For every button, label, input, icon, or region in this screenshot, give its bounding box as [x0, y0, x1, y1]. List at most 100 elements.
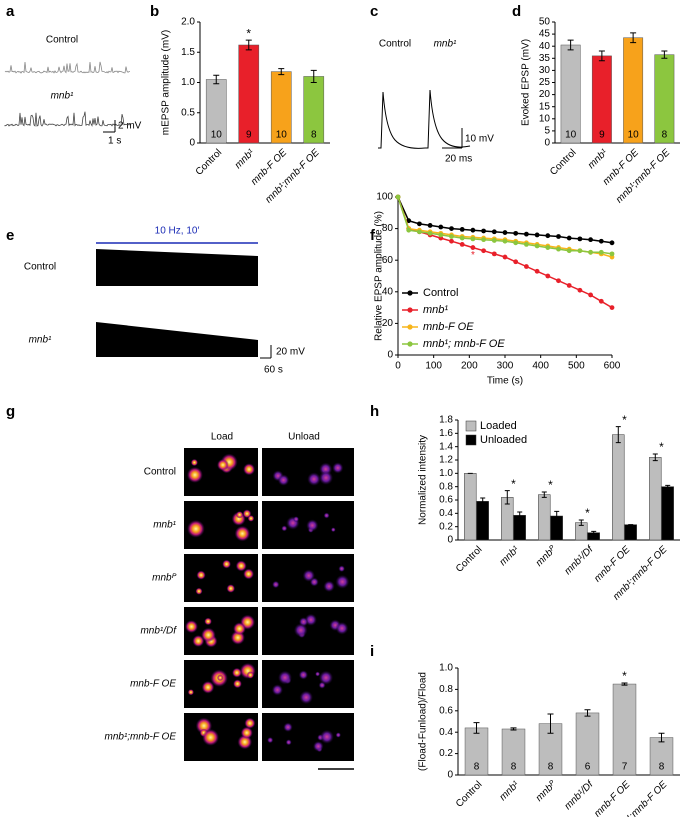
x-tick-label: 500: [568, 361, 585, 372]
bar: [661, 486, 674, 541]
point: [406, 227, 412, 233]
bouton: [202, 729, 220, 746]
annotation: *: [471, 250, 475, 261]
bouton: [306, 519, 319, 532]
error-bar: [615, 426, 621, 444]
y-axis-label: Normalized intensity: [418, 435, 429, 525]
legend-label: mnb¹: [423, 304, 448, 316]
scale-label: 60 s: [264, 365, 283, 376]
bouton: [187, 519, 205, 538]
y-tick-label: 1.5: [181, 47, 195, 58]
point: [609, 305, 615, 310]
error-bar: [665, 484, 671, 489]
x-tick-label: Control: [454, 779, 485, 810]
y-tick-label: 40: [382, 286, 394, 297]
error-bar: [213, 74, 220, 85]
error-bar: [661, 50, 668, 59]
n-label: 9: [599, 130, 605, 141]
y-tick-label: 1.8: [439, 415, 453, 426]
bar: [538, 494, 551, 541]
x-tick-label: mnb¹/Df: [563, 543, 597, 577]
bouton: [187, 689, 194, 696]
x-axis-label: Time (s): [487, 376, 523, 387]
point: [470, 245, 476, 250]
y-tick-label: 50: [539, 17, 551, 28]
point: [577, 248, 583, 254]
x-tick-label: 200: [461, 361, 478, 372]
bouton: [240, 726, 253, 739]
trace-label: Control: [46, 35, 78, 46]
point: [481, 228, 486, 234]
epsp-trace: [425, 89, 471, 149]
bouton: [242, 509, 252, 518]
n-label: 9: [246, 130, 252, 141]
n-label: 7: [622, 762, 628, 773]
bouton: [246, 671, 255, 679]
bouton: [267, 737, 274, 744]
annotation: *: [622, 413, 627, 427]
y-tick-label: 0: [447, 770, 453, 781]
row-label: mnb¹;mnb-F OE: [105, 732, 177, 743]
scale-label: 10 mV: [465, 134, 494, 145]
bouton: [271, 684, 283, 696]
point: [459, 226, 465, 232]
point: [609, 240, 615, 246]
error-bar: [547, 713, 554, 734]
x-tick-label: 0: [395, 361, 401, 372]
point: [577, 287, 583, 293]
x-tick-label: 300: [497, 361, 514, 372]
y-tick-label: 1.0: [439, 663, 453, 674]
bouton: [190, 458, 198, 467]
trace-label: Control: [379, 39, 411, 50]
scale-label: 20 ms: [445, 154, 472, 165]
legend-marker: [407, 307, 413, 313]
y-tick-label: 0.8: [439, 684, 453, 695]
bouton: [335, 732, 341, 738]
point: [598, 298, 604, 304]
error-bar: [473, 722, 480, 734]
mepsp-trace: [4, 61, 130, 74]
bouton: [277, 474, 290, 486]
y-tick-label: 20: [539, 89, 551, 100]
bouton: [244, 717, 256, 729]
train-trace: [96, 322, 258, 357]
bouton: [243, 463, 256, 476]
y-tick-label: 0: [387, 350, 393, 361]
y-tick-label: 2.0: [181, 17, 195, 28]
stimulus-label: 10 Hz, 10′: [155, 226, 200, 237]
n-label: 8: [662, 130, 668, 141]
point: [395, 194, 401, 200]
bouton: [192, 635, 205, 647]
column-label: Unload: [288, 432, 320, 443]
point: [524, 231, 529, 237]
trace-label: mnb¹: [51, 91, 74, 102]
legend-label: mnb-F OE: [423, 321, 474, 333]
bouton: [216, 674, 224, 682]
y-tick-label: 1.4: [439, 441, 453, 452]
point: [502, 238, 508, 244]
y-tick-label: 0.2: [439, 521, 453, 532]
point: [566, 235, 572, 241]
error-bar: [480, 497, 486, 506]
n-label: 8: [311, 130, 317, 141]
bouton: [298, 670, 309, 680]
n-label: 10: [276, 130, 288, 141]
legend-marker: [407, 341, 413, 347]
point: [577, 236, 583, 242]
bar: [623, 37, 644, 144]
bouton: [243, 568, 255, 580]
point: [556, 278, 561, 284]
annotation: *: [659, 440, 664, 454]
point: [598, 238, 604, 244]
panel-letter: f: [370, 227, 376, 244]
panel-letter: h: [370, 403, 379, 420]
y-axis-label: mEPSP amplitude (mV): [161, 30, 172, 135]
bouton: [335, 621, 349, 635]
legend-swatch: [465, 434, 477, 446]
panel-letter: g: [6, 403, 15, 420]
bar: [560, 44, 581, 144]
trace-label: mnb¹: [29, 335, 52, 346]
bouton: [204, 617, 212, 626]
y-tick-label: 15: [539, 101, 551, 112]
point: [491, 229, 497, 235]
